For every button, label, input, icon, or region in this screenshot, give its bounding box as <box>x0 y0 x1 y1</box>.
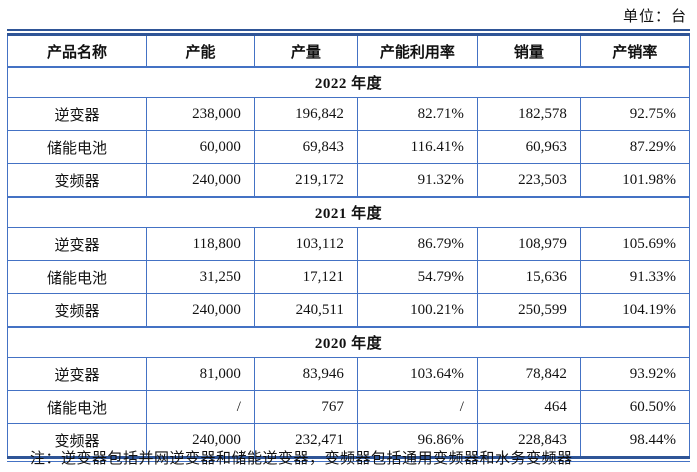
table-row: 储能电池 31,250 17,121 54.79% 15,636 91.33% <box>6 260 691 294</box>
product-name-cell: 变频器 <box>6 163 148 198</box>
value-cell: 240,000 <box>146 163 255 198</box>
value-cell: 116.41% <box>356 130 478 164</box>
value-cell: 240,000 <box>146 423 255 456</box>
value-cell: 101.98% <box>579 163 691 198</box>
value-cell: 232,471 <box>253 423 358 456</box>
value-cell: 92.75% <box>579 97 691 131</box>
value-cell: / <box>146 390 255 424</box>
value-cell: 87.29% <box>579 130 691 164</box>
value-cell: 60,000 <box>146 130 255 164</box>
value-cell: 93.92% <box>579 357 691 391</box>
value-cell: 182,578 <box>476 97 581 131</box>
value-cell: 91.32% <box>356 163 478 198</box>
value-cell: 238,000 <box>146 97 255 131</box>
year-section-row: 2020 年度 <box>7 326 690 358</box>
product-name-cell: 储能电池 <box>6 130 148 164</box>
value-cell: 228,843 <box>476 423 581 456</box>
year-section-label: 2022 年度 <box>7 66 690 98</box>
value-cell: 100.21% <box>356 293 478 328</box>
value-cell: 223,503 <box>476 163 581 198</box>
value-cell: 767 <box>253 390 358 424</box>
table-row: 逆变器 238,000 196,842 82.71% 182,578 92.75% <box>6 97 691 131</box>
column-header-sales-volume: 销量 <box>476 36 581 68</box>
value-cell: 83,946 <box>253 357 358 391</box>
year-section-label: 2021 年度 <box>7 196 690 228</box>
value-cell: 31,250 <box>146 260 255 294</box>
product-name-cell: 逆变器 <box>6 357 148 391</box>
production-sales-table-block: 产品名称 产能 产量 产能利用率 销量 产销率 2022 年度 逆变器 238,00… <box>6 29 691 462</box>
value-cell: 15,636 <box>476 260 581 294</box>
value-cell: 103.64% <box>356 357 478 391</box>
value-cell: 17,121 <box>253 260 358 294</box>
table-row: 储能电池/767/464 60.50% <box>6 390 691 424</box>
product-name-cell: 储能电池 <box>6 390 148 424</box>
value-cell: / <box>356 390 478 424</box>
table-bottom-rule-thick <box>7 456 690 459</box>
table-row: 变频器 240,000 219,172 91.32% 223,503 101.98% <box>6 163 691 198</box>
value-cell: 78,842 <box>476 357 581 391</box>
value-cell: 82.71% <box>356 97 478 131</box>
column-header-product-name: 产品名称 <box>6 36 148 68</box>
header-row: 产品名称 产能 产量 产能利用率 销量 产销率 <box>6 36 691 68</box>
value-cell: 103,112 <box>253 227 358 261</box>
footnote: 注：逆变器包括并网逆变器和储能逆变器，变频器包括通用变频器和水务变频器 <box>30 451 573 467</box>
value-cell: 464 <box>476 390 581 424</box>
table-row: 储能电池 60,000 69,843 116.41% 60,963 87.29% <box>6 130 691 164</box>
value-cell: 91.33% <box>579 260 691 294</box>
value-cell: 98.44% <box>579 423 691 456</box>
product-name-cell: 逆变器 <box>6 97 148 131</box>
value-cell: 81,000 <box>146 357 255 391</box>
year-section-row: 2022 年度 <box>7 66 690 98</box>
value-cell: 96.86% <box>356 423 478 456</box>
value-cell: 69,843 <box>253 130 358 164</box>
column-header-production-sales-ratio: 产销率 <box>579 36 691 68</box>
product-name-cell: 变频器 <box>6 293 148 328</box>
product-name-cell: 逆变器 <box>6 227 148 261</box>
table-row: 变频器 240,000 232,471 96.86% 228,843 98.44% <box>6 423 691 456</box>
value-cell: 54.79% <box>356 260 478 294</box>
value-cell: 118,800 <box>146 227 255 261</box>
table-row: 逆变器 118,800 103,112 86.79% 108,979 105.69% <box>6 227 691 261</box>
product-name-cell: 储能电池 <box>6 260 148 294</box>
value-cell: 240,511 <box>253 293 358 328</box>
column-header-capacity-utilization: 产能利用率 <box>356 36 478 68</box>
value-cell: 86.79% <box>356 227 478 261</box>
column-header-capacity: 产能 <box>146 36 255 68</box>
value-cell: 60,963 <box>476 130 581 164</box>
product-name-cell: 变频器 <box>6 423 148 456</box>
value-cell: 196,842 <box>253 97 358 131</box>
table-top-rule-thick <box>7 33 690 36</box>
table-bottom-rule-thin <box>7 461 690 462</box>
column-header-output: 产量 <box>253 36 358 68</box>
table-top-rule-thin <box>7 29 690 31</box>
year-section-label: 2020 年度 <box>7 326 690 358</box>
value-cell: 105.69% <box>579 227 691 261</box>
unit-label: 单位：台 <box>622 9 687 25</box>
table-row: 逆变器 81,000 83,946 103.64% 78,842 93.92% <box>6 357 691 391</box>
value-cell: 250,599 <box>476 293 581 328</box>
value-cell: 240,000 <box>146 293 255 328</box>
value-cell: 108,979 <box>476 227 581 261</box>
value-cell: 104.19% <box>579 293 691 328</box>
value-cell: 219,172 <box>253 163 358 198</box>
production-sales-table: 产品名称 产能 产量 产能利用率 销量 产销率 2022 年度 逆变器 238,00… <box>6 36 691 456</box>
value-cell: 60.50% <box>579 390 691 424</box>
table-row: 变频器 240,000 240,511 100.21% 250,599 104.19% <box>6 293 691 328</box>
year-section-row: 2021 年度 <box>7 196 690 228</box>
